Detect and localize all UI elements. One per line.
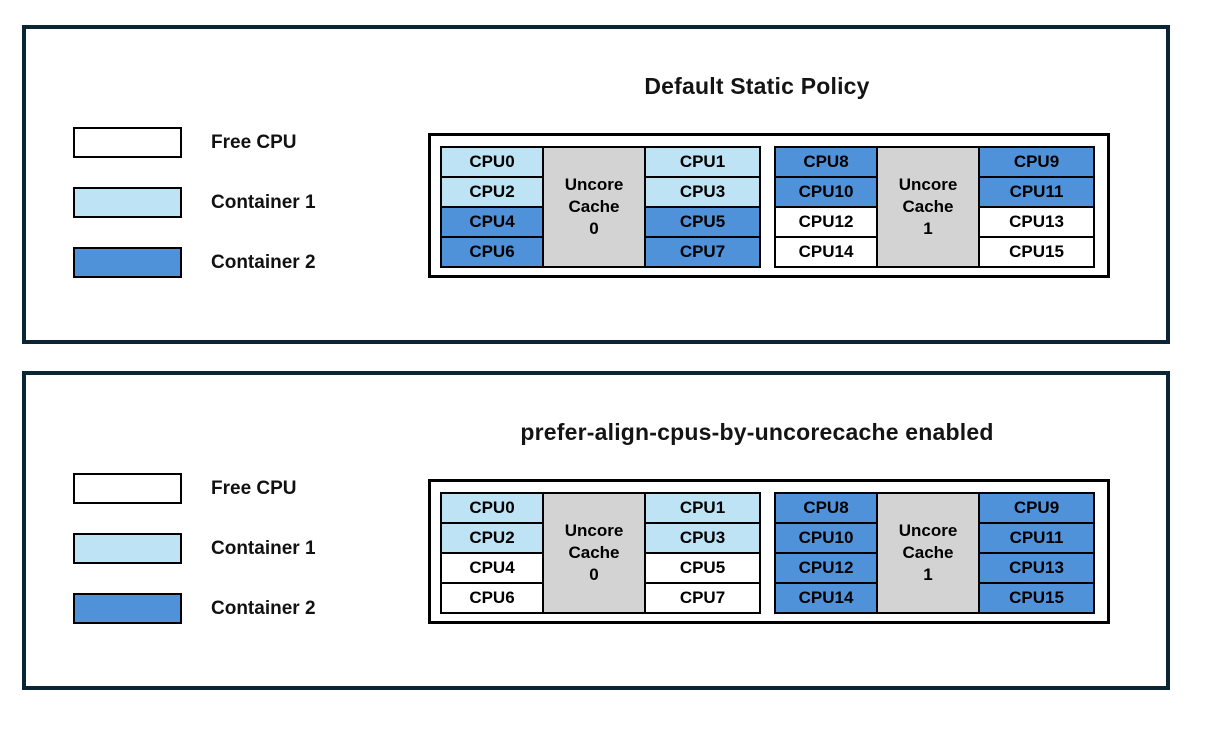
legend-item-container-2: Container 2	[73, 247, 316, 278]
uncore-cache-label-line: Cache	[568, 542, 620, 562]
cpu-cell: CPU15	[980, 238, 1093, 266]
legend-label: Container 2	[211, 597, 316, 619]
free-cpu-swatch	[73, 473, 182, 504]
cpu-topology-diagram: CPU0 CPU2 CPU4 CPU6 Uncore Cache 0 CPU1 …	[428, 133, 1110, 278]
cpu-cell: CPU15	[980, 584, 1093, 612]
panel-title: prefer-align-cpus-by-uncorecache enabled	[520, 419, 994, 445]
uncore-group-0: CPU0 CPU2 CPU4 CPU6 Uncore Cache 0 CPU1 …	[440, 146, 761, 268]
panel-title: Default Static Policy	[644, 73, 870, 99]
legend-label: Container 1	[211, 191, 316, 213]
container-2-swatch	[73, 247, 182, 278]
cpu-cell: CPU1	[646, 148, 759, 176]
cpu-cell: CPU7	[646, 584, 759, 612]
uncore-cache-label-line: Uncore	[564, 520, 624, 540]
cpu-cell: CPU11	[980, 524, 1093, 552]
uncore-cache-box: Uncore Cache 1	[878, 148, 978, 266]
uncore-cache-box: Uncore Cache 0	[544, 148, 644, 266]
panel-prefer-align-uncorecache: prefer-align-cpus-by-uncorecache enabled…	[22, 371, 1170, 690]
uncore-cache-label-line: Uncore	[898, 174, 958, 194]
legend-label: Free CPU	[211, 131, 297, 153]
cpu-cell: CPU14	[776, 584, 876, 612]
uncore-group-1: CPU8 CPU10 CPU12 CPU14 Uncore Cache 1 CP…	[774, 492, 1095, 614]
legend-item-container-1: Container 1	[73, 187, 316, 218]
cpu-cell: CPU14	[776, 238, 876, 266]
uncore-cache-label-line: Uncore	[564, 174, 624, 194]
cpu-cell: CPU12	[776, 554, 876, 582]
uncore-cache-label-line: 0	[589, 565, 599, 585]
uncore-cache-box: Uncore Cache 1	[878, 494, 978, 612]
cpu-cell: CPU1	[646, 494, 759, 522]
cpu-cell: CPU3	[646, 524, 759, 552]
free-cpu-swatch	[73, 127, 182, 158]
uncore-cache-label-line: 1	[923, 565, 933, 585]
cpu-cell: CPU5	[646, 208, 759, 236]
uncore-cache-label-line: Cache	[568, 196, 620, 216]
cpu-cell: CPU4	[442, 208, 542, 236]
uncore-cache-label-line: 0	[589, 219, 599, 239]
cpu-cell: CPU6	[442, 238, 542, 266]
cpu-cell: CPU0	[442, 494, 542, 522]
container-2-swatch	[73, 593, 182, 624]
cpu-cell: CPU10	[776, 524, 876, 552]
legend-item-free-cpu: Free CPU	[73, 473, 316, 504]
cpu-cell: CPU12	[776, 208, 876, 236]
uncore-cache-label-line: 1	[923, 219, 933, 239]
uncore-cache-box: Uncore Cache 0	[544, 494, 644, 612]
cpu-cell: CPU9	[980, 494, 1093, 522]
cpu-cell: CPU10	[776, 178, 876, 206]
cpu-cell: CPU7	[646, 238, 759, 266]
uncore-cache-label-line: Uncore	[898, 520, 958, 540]
cpu-cell: CPU9	[980, 148, 1093, 176]
uncore-group-1: CPU8 CPU10 CPU12 CPU14 Uncore Cache 1 CP…	[774, 146, 1095, 268]
legend: Free CPU Container 1 Container 2	[73, 127, 316, 278]
cpu-cell: CPU6	[442, 584, 542, 612]
cpu-cell: CPU4	[442, 554, 542, 582]
cpu-cell: CPU5	[646, 554, 759, 582]
cpu-cell: CPU8	[776, 148, 876, 176]
legend-label: Container 2	[211, 251, 316, 273]
cpu-cell: CPU11	[980, 178, 1093, 206]
legend-label: Free CPU	[211, 477, 297, 499]
legend-item-container-1: Container 1	[73, 533, 316, 564]
container-1-swatch	[73, 187, 182, 218]
uncore-cache-label-line: Cache	[902, 542, 954, 562]
cpu-cell: CPU3	[646, 178, 759, 206]
legend-label: Container 1	[211, 537, 316, 559]
panel-default-static-policy: Default Static Policy Free CPU Container…	[22, 25, 1170, 344]
cpu-topology-diagram: CPU0 CPU2 CPU4 CPU6 Uncore Cache 0 CPU1 …	[428, 479, 1110, 624]
cpu-cell: CPU8	[776, 494, 876, 522]
uncore-cache-label-line: Cache	[902, 196, 954, 216]
container-1-swatch	[73, 533, 182, 564]
legend-item-free-cpu: Free CPU	[73, 127, 316, 158]
cpu-cell: CPU2	[442, 524, 542, 552]
legend: Free CPU Container 1 Container 2	[73, 473, 316, 624]
uncore-group-0: CPU0 CPU2 CPU4 CPU6 Uncore Cache 0 CPU1 …	[440, 492, 761, 614]
cpu-cell: CPU13	[980, 208, 1093, 236]
cpu-cell: CPU0	[442, 148, 542, 176]
cpu-cell: CPU13	[980, 554, 1093, 582]
legend-item-container-2: Container 2	[73, 593, 316, 624]
cpu-cell: CPU2	[442, 178, 542, 206]
